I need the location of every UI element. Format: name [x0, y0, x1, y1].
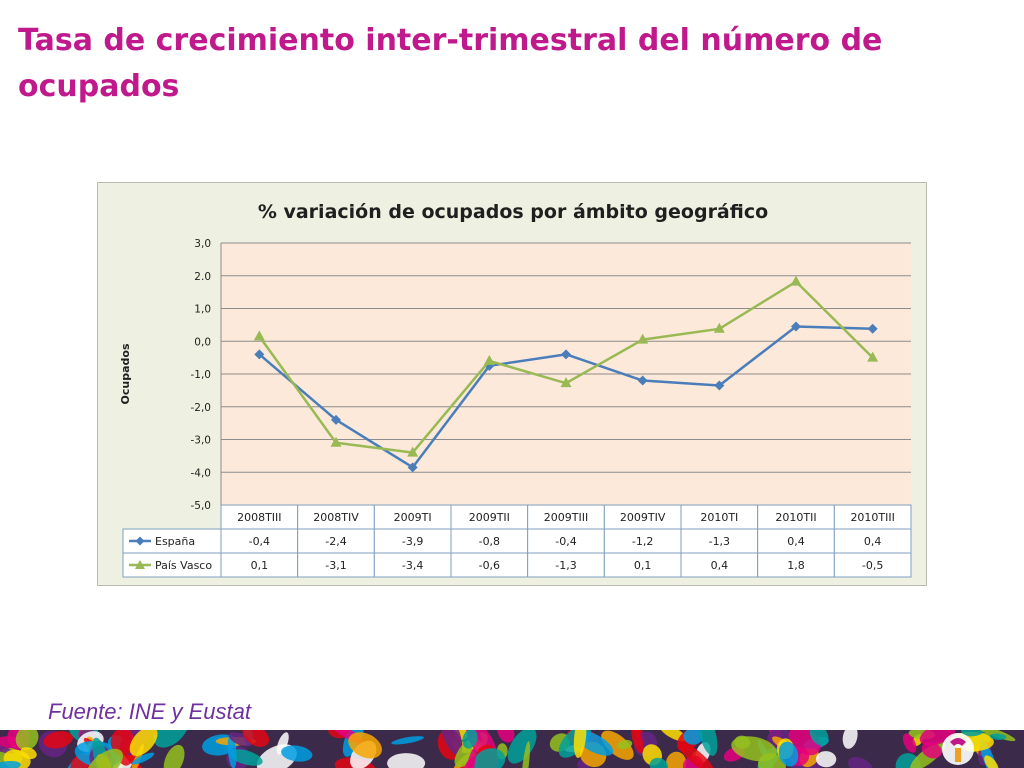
- y-tick-label: -4,0: [191, 467, 212, 479]
- x-tick-label: 2010TIII: [850, 511, 894, 524]
- data-point: [331, 414, 341, 425]
- data-label: -0,8: [479, 535, 500, 548]
- table-cell: [220, 552, 299, 578]
- data-point: [867, 351, 879, 362]
- data-point: [714, 380, 725, 391]
- data-table: 2008TIII 2008TIV 2009TI 2009TII 2009TIII 2009…: [122, 504, 912, 578]
- data-point: [330, 436, 342, 447]
- data-label: -1,3: [709, 535, 730, 548]
- y-tick-label: -2,0: [191, 402, 212, 414]
- y-tick-label: 0,0: [194, 336, 211, 348]
- x-tick-label: 2009TIV: [620, 511, 666, 524]
- y-tick-label: -5,0: [191, 500, 212, 512]
- table-cell: [833, 528, 912, 554]
- table-cell: [833, 552, 912, 578]
- data-label: -1,3: [555, 559, 576, 572]
- table-cell: [527, 552, 605, 578]
- table-cell: [373, 552, 452, 578]
- legend-label: España: [155, 535, 195, 548]
- data-label: -0,6: [479, 559, 500, 572]
- data-label: -3,1: [325, 559, 346, 572]
- decorative-footer-band: [0, 730, 1024, 768]
- data-label: -3,9: [402, 535, 423, 548]
- x-tick-label: 2009TI: [394, 511, 432, 524]
- data-label: 0,1: [251, 559, 268, 572]
- data-point: [407, 462, 418, 473]
- y-axis-label: Ocupados: [119, 343, 132, 404]
- data-label: 0,4: [787, 535, 805, 548]
- y-tick-labels: 3,0 2.0 1,0 0,0 -1,0 -2,0 -3,0 -4,0 -5,0: [191, 238, 212, 512]
- y-tick-label: 3,0: [194, 238, 211, 250]
- table-header-cell: [833, 504, 912, 530]
- data-point: [867, 323, 878, 334]
- y-tick-label: 2.0: [194, 271, 211, 283]
- source-note: Fuente: INE y Eustat: [48, 699, 251, 724]
- logo-icon: [942, 733, 974, 765]
- table-cell: [680, 528, 759, 554]
- data-label: 0,4: [711, 559, 729, 572]
- table-cell: [297, 552, 375, 578]
- x-tick-label: 2010TII: [775, 511, 816, 524]
- series-lines: [253, 275, 879, 473]
- x-tick-label: 2008TIII: [237, 511, 281, 524]
- x-tick-label: 2008TIV: [313, 511, 359, 524]
- table-header-cell: [680, 504, 759, 530]
- data-label: 1,8: [787, 559, 805, 572]
- table-cell: [450, 528, 529, 554]
- table-cell: [450, 552, 529, 578]
- line-chart: % variación de ocupados por ámbito geogr…: [119, 201, 912, 578]
- data-label: -2,4: [325, 535, 346, 548]
- slide-title: Tasa de crecimiento inter-trimestral del…: [18, 23, 883, 104]
- table-cell: [527, 528, 605, 554]
- table-cell: [603, 552, 682, 578]
- data-label: -1,2: [632, 535, 653, 548]
- data-label: -3,4: [402, 559, 423, 572]
- data-point: [637, 375, 648, 386]
- legend-label: País Vasco: [155, 559, 212, 572]
- data-label: 0,4: [864, 535, 882, 548]
- data-label: -0,5: [862, 559, 883, 572]
- data-point: [791, 321, 801, 332]
- y-tick-label: 1,0: [194, 304, 211, 316]
- data-point: [253, 330, 265, 341]
- table-header-cell: [527, 504, 605, 530]
- x-tick-label: 2010TI: [700, 511, 738, 524]
- chart-container: % variación de ocupados por ámbito geogr…: [97, 182, 927, 586]
- data-point: [713, 322, 725, 333]
- chart-title: % variación de ocupados por ámbito geogr…: [258, 201, 768, 223]
- data-point: [637, 333, 649, 344]
- data-point: [790, 275, 802, 286]
- data-label: 0,1: [634, 559, 652, 572]
- confetti-pattern: [0, 730, 1024, 768]
- data-label: -0,4: [249, 535, 270, 548]
- data-point: [483, 354, 495, 365]
- x-tick-label: 2009TII: [469, 511, 510, 524]
- legend-marker: [135, 560, 145, 569]
- data-point: [560, 377, 572, 388]
- table-cell: [757, 552, 835, 578]
- data-label: -0,4: [555, 535, 576, 548]
- legend-marker: [135, 536, 145, 546]
- y-tick-label: -1,0: [191, 369, 212, 381]
- table-header-cell: [373, 504, 452, 530]
- data-point: [407, 446, 419, 457]
- table-cell: [297, 528, 375, 554]
- x-tick-label: 2009TIII: [544, 511, 588, 524]
- table-cell: [220, 528, 299, 554]
- data-point: [561, 349, 571, 360]
- y-tick-label: -3,0: [191, 435, 212, 447]
